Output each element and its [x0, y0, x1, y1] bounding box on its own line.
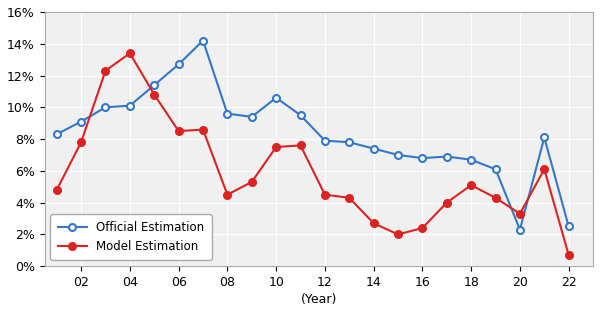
Official Estimation — [77, 120, 85, 123]
Model Estimation — [199, 128, 206, 131]
Model Estimation — [443, 201, 451, 204]
Official Estimation — [565, 224, 572, 228]
Model Estimation — [346, 196, 353, 200]
Model Estimation — [541, 167, 548, 171]
Official Estimation — [175, 63, 182, 66]
Line: Official Estimation: Official Estimation — [53, 37, 572, 233]
Model Estimation — [126, 51, 133, 55]
Model Estimation — [248, 180, 256, 184]
Model Estimation — [53, 188, 61, 192]
Official Estimation — [370, 147, 377, 151]
Official Estimation — [53, 132, 61, 136]
Model Estimation — [272, 145, 280, 149]
Official Estimation — [394, 153, 401, 157]
Model Estimation — [394, 233, 401, 236]
Official Estimation — [151, 83, 158, 87]
Model Estimation — [175, 129, 182, 133]
Model Estimation — [224, 193, 231, 197]
Official Estimation — [297, 113, 304, 117]
Official Estimation — [321, 139, 328, 142]
Official Estimation — [443, 155, 451, 158]
X-axis label: (Year): (Year) — [301, 293, 337, 306]
Official Estimation — [541, 136, 548, 139]
Model Estimation — [419, 226, 426, 230]
Line: Model Estimation: Model Estimation — [53, 50, 572, 259]
Legend: Official Estimation, Model Estimation: Official Estimation, Model Estimation — [50, 214, 212, 260]
Official Estimation — [346, 140, 353, 144]
Model Estimation — [492, 196, 499, 200]
Model Estimation — [467, 183, 475, 187]
Official Estimation — [224, 112, 231, 115]
Model Estimation — [370, 221, 377, 225]
Model Estimation — [102, 69, 109, 73]
Model Estimation — [297, 144, 304, 147]
Model Estimation — [77, 140, 85, 144]
Model Estimation — [565, 253, 572, 257]
Official Estimation — [102, 105, 109, 109]
Official Estimation — [272, 96, 280, 100]
Official Estimation — [419, 156, 426, 160]
Official Estimation — [199, 39, 206, 43]
Official Estimation — [492, 167, 499, 171]
Official Estimation — [126, 104, 133, 108]
Model Estimation — [517, 212, 524, 216]
Model Estimation — [151, 93, 158, 96]
Official Estimation — [467, 158, 475, 162]
Official Estimation — [517, 228, 524, 232]
Official Estimation — [248, 115, 256, 119]
Model Estimation — [321, 193, 328, 197]
